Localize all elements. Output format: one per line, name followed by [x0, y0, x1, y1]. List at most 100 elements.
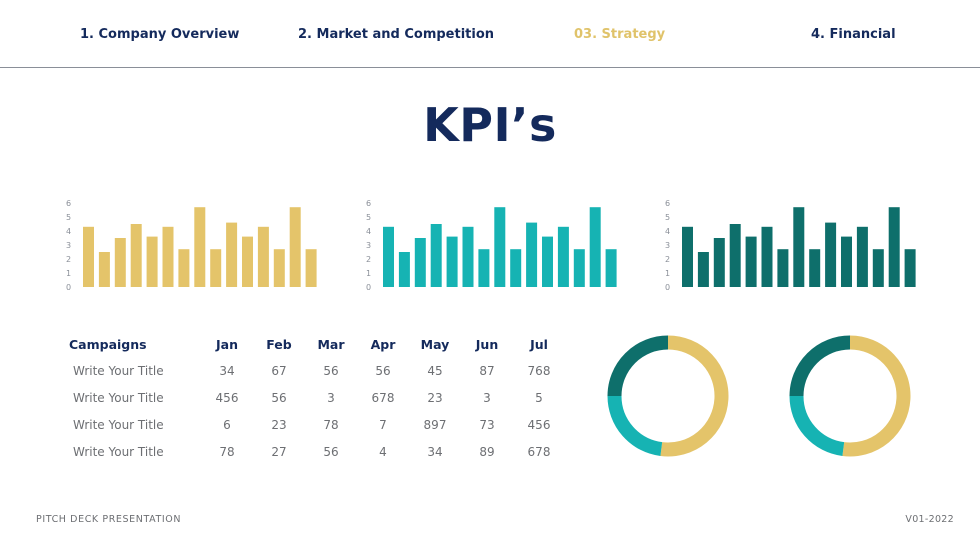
bar: [210, 249, 222, 287]
bar: [478, 249, 490, 287]
bar: [446, 236, 458, 287]
donut-chart-left: [606, 334, 730, 458]
bar: [589, 207, 601, 287]
bar: [510, 249, 522, 287]
bar: [257, 226, 269, 287]
table-cell: 56: [271, 390, 287, 405]
donut-slice: [789, 395, 845, 457]
table-cell: 56: [375, 363, 391, 378]
donut-chart-right-svg: [789, 335, 911, 457]
bar: [289, 207, 301, 287]
table-cell: 7: [379, 417, 387, 432]
column-header-month: Jun: [475, 336, 499, 352]
table-header-row: Campaigns Jan Feb Mar Apr May Jun Jul: [62, 331, 565, 357]
bar-chart-teal: 0 1 2 3 4 5 6: [364, 196, 624, 296]
bar: [809, 249, 821, 287]
y-tick-label: 4: [66, 227, 71, 236]
y-tick-label: 2: [366, 255, 371, 264]
y-tick-label: 0: [66, 283, 71, 292]
bar: [729, 224, 741, 287]
nav-item-financial[interactable]: 4. Financial: [811, 27, 896, 42]
y-tick-label: 1: [366, 269, 371, 278]
bar: [178, 249, 190, 287]
bar: [430, 224, 442, 287]
nav-item-market-and-competition[interactable]: 2. Market and Competition: [298, 27, 495, 42]
bar: [273, 249, 285, 287]
bar: [383, 226, 394, 287]
bar: [162, 226, 174, 287]
bar: [414, 238, 426, 287]
table-cell: 73: [479, 417, 495, 432]
table-cell: 6: [223, 417, 231, 432]
y-tick-label: 6: [665, 199, 670, 208]
table-cell: 27: [271, 444, 287, 459]
y-tick-label: 5: [66, 213, 71, 222]
table-cell: 78: [323, 417, 339, 432]
table-cell: 456: [215, 390, 239, 405]
bar: [573, 249, 585, 287]
bar: [542, 236, 553, 287]
donut-slice: [789, 335, 851, 397]
table-cell: 89: [479, 444, 495, 459]
y-tick-label: 4: [665, 227, 670, 236]
table-cell: 78: [219, 444, 235, 459]
donut-chart-right: [788, 334, 912, 458]
y-tick-label: 2: [66, 255, 71, 264]
row-title: Write Your Title: [73, 390, 164, 405]
nav-item-strategy[interactable]: 03. Strategy: [574, 27, 666, 42]
bar: [83, 226, 94, 287]
table-cell: 678: [527, 444, 551, 459]
bar: [114, 238, 126, 287]
table-cell: 4: [379, 444, 387, 459]
bar: [841, 236, 852, 287]
row-title: Write Your Title: [73, 444, 164, 459]
bar-chart-gold-svg: 0 1 2 3 4 5 6: [66, 199, 317, 292]
bar-chart-teal-svg: 0 1 2 3 4 5 6: [366, 199, 617, 292]
footer-presentation-label: PITCH DECK PRESENTATION: [36, 514, 182, 525]
table-cell: 34: [219, 363, 235, 378]
bar: [130, 224, 142, 287]
bar: [825, 222, 837, 287]
bar: [793, 207, 805, 287]
bar: [226, 222, 238, 287]
table-row: Write Your Title 34 67 56 56 45 87 768: [62, 357, 565, 384]
y-tick-label: 1: [665, 269, 670, 278]
column-header-month: May: [420, 336, 450, 352]
column-header-month: Apr: [370, 336, 396, 352]
table-cell: 23: [427, 390, 443, 405]
bar: [98, 252, 110, 287]
y-tick-label: 4: [366, 227, 371, 236]
column-header-month: Jan: [216, 336, 238, 352]
table-cell: 897: [423, 417, 447, 432]
bar: [494, 207, 506, 287]
bar: [242, 236, 253, 287]
y-tick-label: 2: [665, 255, 670, 264]
bar-chart-dark-teal-svg: 0 1 2 3 4 5 6: [665, 199, 916, 292]
bar-chart-gold: 0 1 2 3 4 5 6: [64, 196, 324, 296]
donut-slice: [607, 395, 663, 457]
column-header-month: Feb: [266, 336, 292, 352]
y-tick-label: 1: [66, 269, 71, 278]
table-row: Write Your Title 456 56 3 678 23 3 5: [62, 384, 565, 411]
bar: [462, 226, 474, 287]
campaigns-table: Campaigns Jan Feb Mar Apr May Jun Jul Wr…: [62, 331, 565, 465]
bar: [682, 226, 693, 287]
y-tick-label: 5: [366, 213, 371, 222]
table-cell: 3: [483, 390, 491, 405]
nav-item-company-overview[interactable]: 1. Company Overview: [80, 27, 240, 42]
footer-version-label: V01-2022: [905, 514, 954, 525]
y-tick-label: 6: [66, 199, 71, 208]
table-cell: 23: [271, 417, 287, 432]
table-cell: 67: [271, 363, 287, 378]
page-title: KPI’s: [423, 98, 557, 152]
table-cell: 34: [427, 444, 443, 459]
donut-slice: [607, 335, 669, 397]
bar: [904, 249, 916, 287]
bar: [305, 249, 317, 287]
column-header-campaigns: Campaigns: [69, 336, 147, 352]
bar: [888, 207, 900, 287]
y-tick-label: 3: [66, 241, 71, 250]
y-tick-label: 3: [665, 241, 670, 250]
bar: [697, 252, 709, 287]
y-tick-label: 3: [366, 241, 371, 250]
